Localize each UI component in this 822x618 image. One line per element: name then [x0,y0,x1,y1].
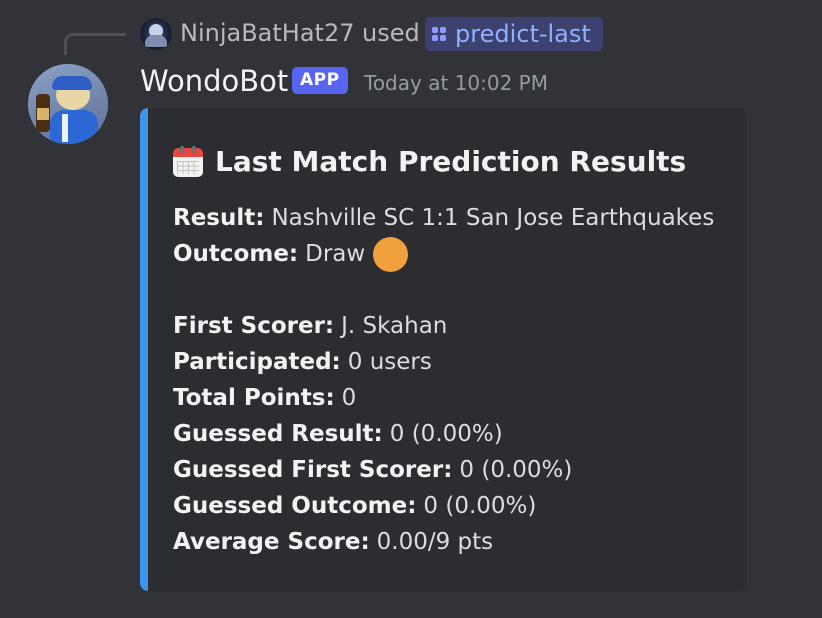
field-label: Guessed First Scorer: [173,457,453,483]
field-value: 0 [341,385,357,411]
field-value: Draw [305,241,366,267]
app-badge: APP [292,67,348,94]
blank-line [173,272,714,308]
bot-avatar[interactable] [28,64,108,144]
slash-command-chip[interactable]: predict-last [425,17,603,51]
field-value: 0.00/9 pts [376,529,494,555]
field-value: J. Skahan [341,313,448,339]
field-outcome: Outcome: Draw [173,236,714,272]
embed-description: Result: Nashville SC 1:1 San Jose Earthq… [173,200,714,560]
invoker-username[interactable]: NinjaBatHat27 [180,19,355,47]
slash-command-icon [431,26,447,42]
field-value: 0 users [347,349,432,375]
field-value: Nashville SC 1:1 San Jose Earthquakes [271,205,715,231]
field-label: Average Score: [173,529,370,555]
field-guessed-first-scorer: Guessed First Scorer: 0 (0.00%) [173,452,714,488]
field-label: Guessed Outcome: [173,493,417,519]
field-label: Participated: [173,349,341,375]
field-label: Guessed Result: [173,421,383,447]
command-name: predict-last [455,20,591,48]
invoker-avatar[interactable] [140,18,172,50]
orange-circle-icon [373,236,409,272]
used-text: used [362,19,420,47]
field-label: First Scorer: [173,313,335,339]
bot-username[interactable]: WondoBot [140,64,289,98]
field-guessed-result: Guessed Result: 0 (0.00%) [173,416,714,452]
embed-card: Last Match Prediction Results Result: Na… [140,108,747,591]
calendar-icon [173,146,203,178]
field-value: 0 (0.00%) [389,421,503,447]
field-value: 0 (0.00%) [423,493,537,519]
embed-title-text: Last Match Prediction Results [215,145,687,178]
reply-connector-line [64,33,126,55]
field-total-points: Total Points: 0 [173,380,714,416]
message-timestamp[interactable]: Today at 10:02 PM [364,71,548,95]
field-label: Total Points: [173,385,335,411]
field-first-scorer: First Scorer: J. Skahan [173,308,714,344]
embed-accent-bar [140,108,148,591]
embed-title: Last Match Prediction Results [173,144,686,180]
field-label: Outcome: [173,241,299,267]
field-participated: Participated: 0 users [173,344,714,380]
field-average-score: Average Score: 0.00/9 pts [173,524,714,560]
field-result: Result: Nashville SC 1:1 San Jose Earthq… [173,200,714,236]
field-guessed-outcome: Guessed Outcome: 0 (0.00%) [173,488,714,524]
field-label: Result: [173,205,265,231]
field-value: 0 (0.00%) [459,457,573,483]
